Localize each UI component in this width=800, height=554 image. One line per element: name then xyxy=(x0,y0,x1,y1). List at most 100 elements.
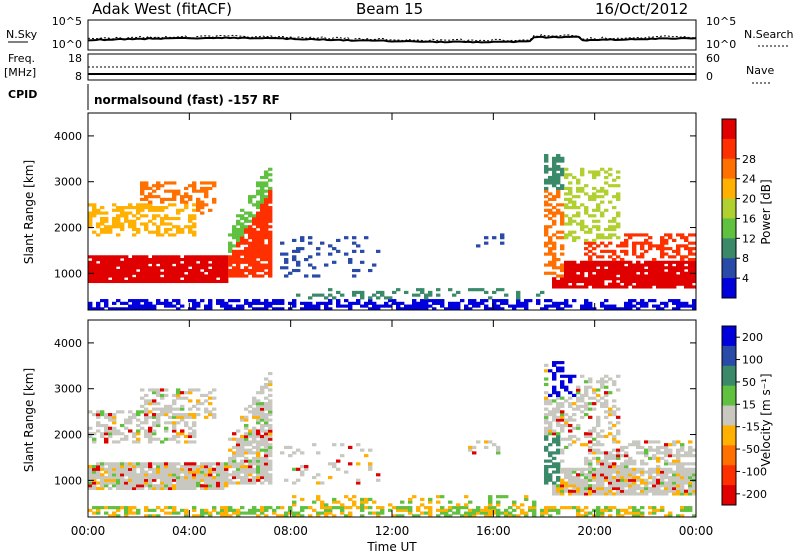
data-cell xyxy=(268,167,273,171)
data-cell xyxy=(280,506,285,510)
colorbar-segment xyxy=(722,326,736,347)
data-cell xyxy=(152,277,157,281)
data-cell xyxy=(92,440,97,444)
data-cell xyxy=(668,462,673,466)
data-cell xyxy=(316,307,321,311)
data-cell xyxy=(220,266,225,270)
data-cell xyxy=(332,462,337,466)
data-cell xyxy=(588,274,593,278)
data-cell xyxy=(484,506,489,510)
data-cell xyxy=(224,506,229,510)
data-cell xyxy=(88,304,93,308)
data-cell xyxy=(568,423,573,428)
data-cell xyxy=(268,200,273,204)
data-cell xyxy=(248,448,253,452)
data-cell xyxy=(624,481,629,485)
data-cell xyxy=(104,225,109,229)
data-cell xyxy=(192,255,197,259)
data-cell xyxy=(176,260,181,264)
data-cell xyxy=(636,508,641,512)
data-cell xyxy=(196,402,201,406)
data-cell xyxy=(556,484,561,488)
data-cell xyxy=(660,307,665,311)
data-cell xyxy=(124,511,129,515)
data-cell xyxy=(532,511,537,515)
data-cell xyxy=(572,175,577,180)
data-cell xyxy=(636,263,641,267)
data-cell xyxy=(404,290,409,294)
data-cell xyxy=(212,462,217,466)
data-cell xyxy=(240,418,245,422)
data-cell xyxy=(552,222,557,226)
data-cell xyxy=(488,500,493,504)
data-cell xyxy=(544,164,549,169)
data-cell xyxy=(548,399,553,403)
data-cell xyxy=(632,285,637,289)
data-cell xyxy=(232,473,237,477)
data-cell xyxy=(664,266,669,270)
data-cell xyxy=(252,432,257,436)
data-cell xyxy=(260,388,265,392)
data-cell xyxy=(632,279,637,284)
data-cell xyxy=(600,263,605,267)
data-cell xyxy=(672,473,677,477)
data-cell xyxy=(684,475,689,480)
data-cell xyxy=(680,454,685,458)
data-cell xyxy=(144,418,149,422)
data-cell xyxy=(224,307,229,311)
data-cell xyxy=(136,277,141,281)
data-cell xyxy=(176,396,181,400)
data-cell xyxy=(180,465,185,469)
data-cell xyxy=(248,244,253,248)
data-cell xyxy=(668,236,673,240)
data-cell xyxy=(564,173,569,177)
data-cell xyxy=(88,277,93,281)
data-cell xyxy=(576,467,581,471)
data-cell xyxy=(592,195,597,199)
data-cell xyxy=(400,307,405,311)
data-cell xyxy=(156,423,161,428)
data-cell xyxy=(264,307,269,311)
data-cell xyxy=(560,437,565,441)
data-cell xyxy=(128,307,133,311)
data-cell xyxy=(180,391,185,395)
data-cell xyxy=(128,266,133,270)
data-cell xyxy=(632,266,637,270)
data-cell xyxy=(248,197,253,201)
data-cell xyxy=(628,279,633,284)
data-cell xyxy=(596,244,601,248)
data-cell xyxy=(608,486,613,491)
data-cell xyxy=(320,241,325,245)
data-cell xyxy=(232,459,237,463)
data-cell xyxy=(692,277,697,281)
data-cell xyxy=(496,514,501,518)
data-cell xyxy=(620,470,625,474)
data-cell xyxy=(652,279,657,284)
nsky-frame xyxy=(87,19,697,51)
data-cell xyxy=(468,508,473,512)
data-cell xyxy=(376,506,381,510)
data-cell xyxy=(456,508,461,512)
data-cell xyxy=(592,277,597,281)
data-cell xyxy=(144,299,149,303)
data-cell xyxy=(204,263,209,267)
data-cell xyxy=(284,258,289,262)
data-cell xyxy=(156,473,161,477)
data-cell xyxy=(280,451,285,455)
data-cell xyxy=(208,413,213,417)
data-cell xyxy=(520,511,525,515)
data-cell xyxy=(196,304,201,308)
data-cell xyxy=(688,249,693,253)
data-cell xyxy=(328,511,333,515)
data-cell xyxy=(540,514,545,518)
power-y-axis-label: Slant Range [km] xyxy=(22,160,36,264)
data-cell xyxy=(304,258,309,262)
data-cell xyxy=(560,222,565,226)
data-cell xyxy=(148,186,153,191)
data-cell xyxy=(604,236,609,240)
data-cell xyxy=(680,304,685,308)
data-cell xyxy=(632,506,637,510)
data-cell xyxy=(588,195,593,199)
data-cell xyxy=(596,236,601,240)
data-cell xyxy=(128,462,133,466)
